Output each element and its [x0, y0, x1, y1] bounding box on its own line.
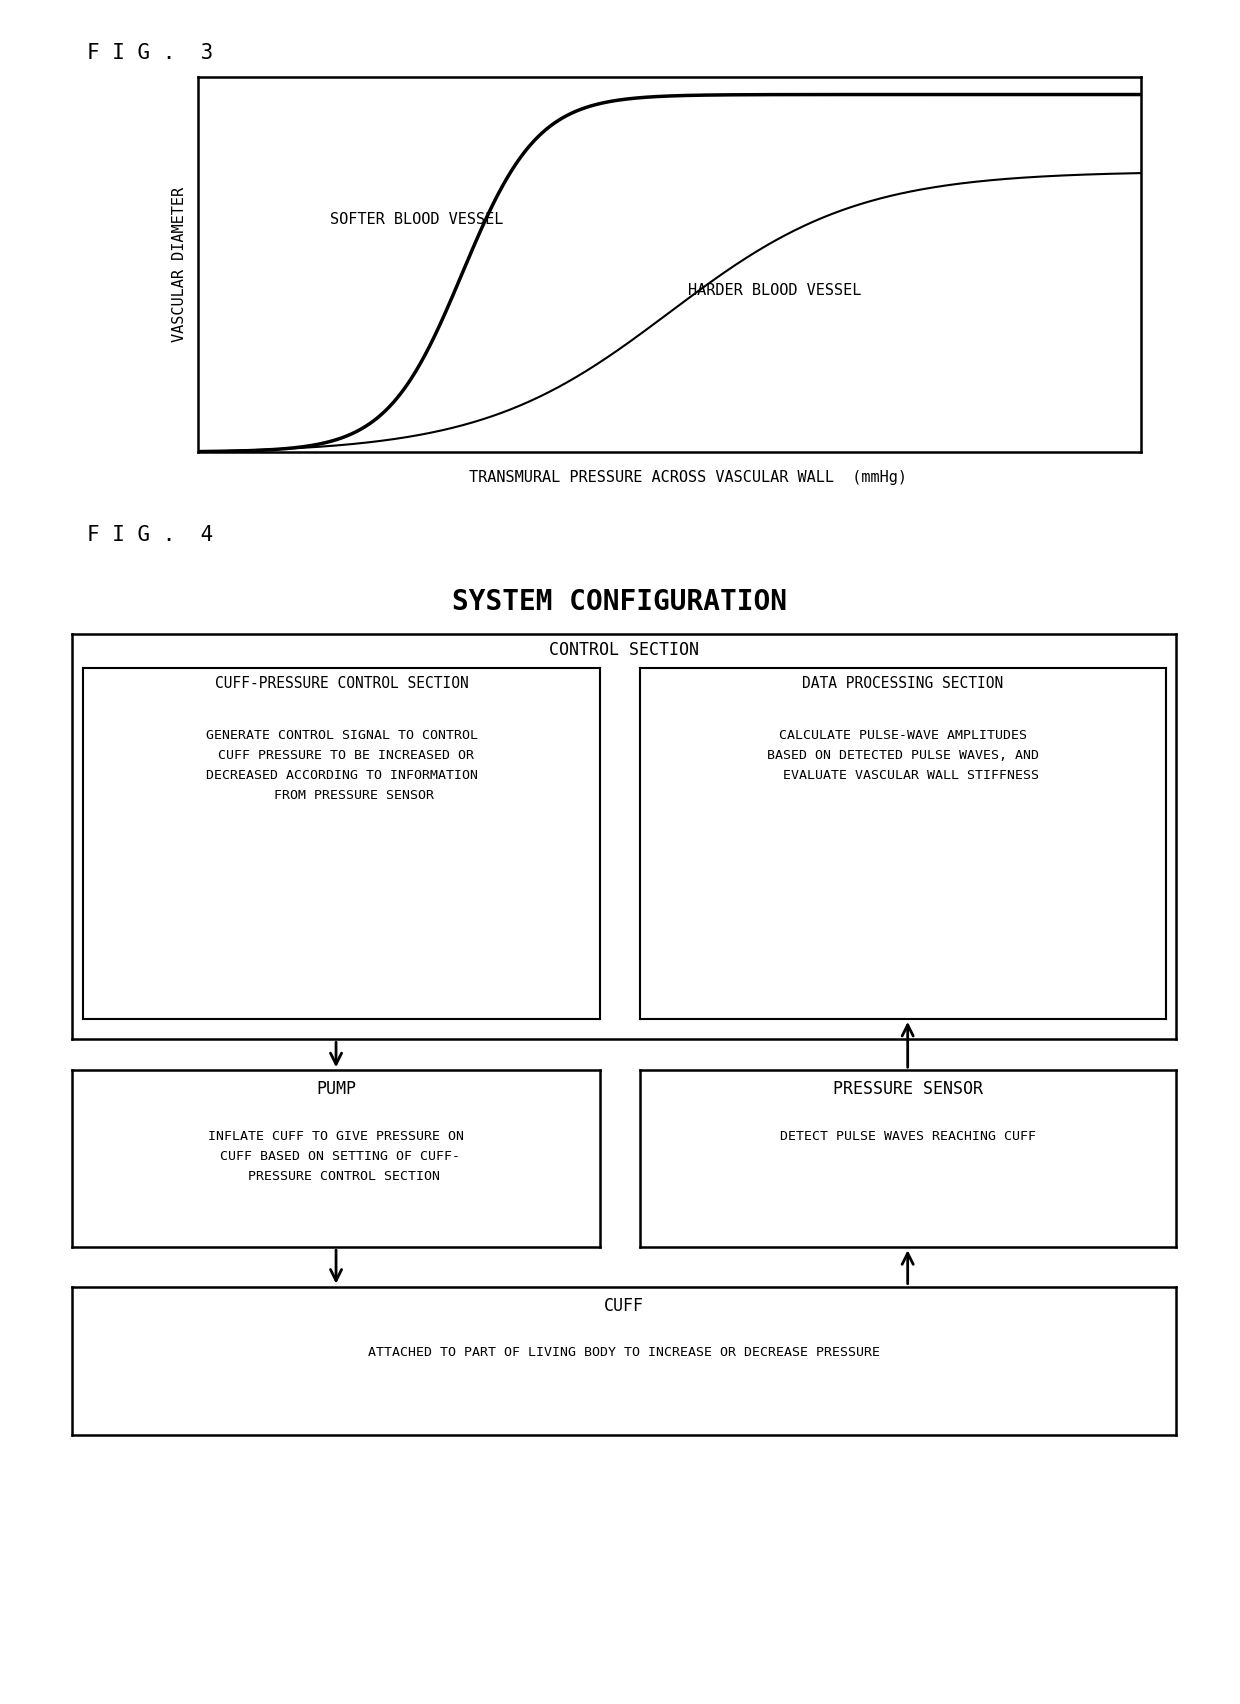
Text: F I G .  3: F I G . 3: [87, 43, 213, 63]
Text: F I G .  4: F I G . 4: [87, 525, 213, 545]
Text: SYSTEM CONFIGURATION: SYSTEM CONFIGURATION: [453, 588, 787, 615]
Text: DETECT PULSE WAVES REACHING CUFF: DETECT PULSE WAVES REACHING CUFF: [780, 1130, 1035, 1143]
Text: PUMP: PUMP: [316, 1080, 356, 1099]
Text: DATA PROCESSING SECTION: DATA PROCESSING SECTION: [802, 676, 1003, 692]
Text: SOFTER BLOOD VESSEL: SOFTER BLOOD VESSEL: [330, 211, 503, 227]
Text: CALCULATE PULSE-WAVE AMPLITUDES
BASED ON DETECTED PULSE WAVES, AND
  EVALUATE VA: CALCULATE PULSE-WAVE AMPLITUDES BASED ON…: [766, 729, 1039, 782]
Text: GENERATE CONTROL SIGNAL TO CONTROL
 CUFF PRESSURE TO BE INCREASED OR
DECREASED A: GENERATE CONTROL SIGNAL TO CONTROL CUFF …: [206, 729, 477, 803]
Text: PRESSURE SENSOR: PRESSURE SENSOR: [833, 1080, 982, 1099]
Text: TRANSMURAL PRESSURE ACROSS VASCULAR WALL  (mmHg): TRANSMURAL PRESSURE ACROSS VASCULAR WALL…: [469, 470, 908, 486]
Y-axis label: VASCULAR DIAMETER: VASCULAR DIAMETER: [172, 186, 187, 343]
Text: ATTACHED TO PART OF LIVING BODY TO INCREASE OR DECREASE PRESSURE: ATTACHED TO PART OF LIVING BODY TO INCRE…: [368, 1346, 879, 1360]
Text: CONTROL SECTION: CONTROL SECTION: [549, 641, 698, 659]
Text: CUFF: CUFF: [604, 1297, 644, 1315]
Text: INFLATE CUFF TO GIVE PRESSURE ON
 CUFF BASED ON SETTING OF CUFF-
  PRESSURE CONT: INFLATE CUFF TO GIVE PRESSURE ON CUFF BA…: [208, 1130, 464, 1183]
Text: CUFF-PRESSURE CONTROL SECTION: CUFF-PRESSURE CONTROL SECTION: [215, 676, 469, 692]
Text: HARDER BLOOD VESSEL: HARDER BLOOD VESSEL: [688, 283, 862, 298]
